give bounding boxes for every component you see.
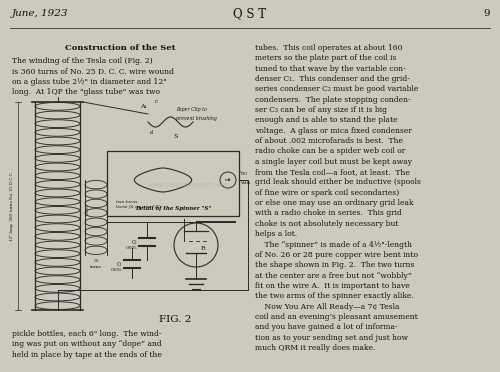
Text: enough and is able to stand the plate: enough and is able to stand the plate xyxy=(255,116,398,124)
Text: denser C₁.  This condenser and the grid-: denser C₁. This condenser and the grid- xyxy=(255,75,410,83)
Text: A₁: A₁ xyxy=(140,104,147,109)
Text: on a glass tube 2½" in diameter and 12": on a glass tube 2½" in diameter and 12" xyxy=(12,78,167,86)
Text: of No. 26 or 28 pure copper wire bent into: of No. 26 or 28 pure copper wire bent in… xyxy=(255,251,418,259)
Text: much QRM it really does make.: much QRM it really does make. xyxy=(255,344,376,352)
Text: tubes.  This coil operates at about 160: tubes. This coil operates at about 160 xyxy=(255,44,402,52)
Text: tion as to your sending set and just how: tion as to your sending set and just how xyxy=(255,334,408,341)
Text: from the Tesla coil—a foot, at least.  The: from the Tesla coil—a foot, at least. Th… xyxy=(255,168,410,176)
Text: meters so the plate part of the coil is: meters so the plate part of the coil is xyxy=(255,54,396,62)
Text: of fine wire or spark coil secondaries): of fine wire or spark coil secondaries) xyxy=(255,189,399,197)
Text: .002: .002 xyxy=(158,161,168,165)
Text: at the center are a free but not “wobbly”: at the center are a free but not “wobbly… xyxy=(255,272,412,279)
Text: is 360 turns of No. 25 D. C. C. wire wound: is 360 turns of No. 25 D. C. C. wire wou… xyxy=(12,67,174,76)
Text: and you have gained a lot of informa-: and you have gained a lot of informa- xyxy=(255,323,398,331)
Text: C₃: C₃ xyxy=(160,166,166,171)
Text: R: R xyxy=(201,246,205,250)
Text: turns: turns xyxy=(90,265,102,269)
Text: condensers.  The plate stopping conden-: condensers. The plate stopping conden- xyxy=(255,96,410,104)
Text: prevent brushing: prevent brushing xyxy=(176,116,217,121)
Text: Q S T: Q S T xyxy=(234,7,266,20)
Text: pickle bottles, each 6" long.  The wind-: pickle bottles, each 6" long. The wind- xyxy=(12,330,162,338)
Text: C₁: C₁ xyxy=(116,262,122,266)
Text: C₂: C₂ xyxy=(132,240,137,244)
Text: choke is not absolutely necessary but: choke is not absolutely necessary but xyxy=(255,220,398,228)
Text: FIG. 2: FIG. 2 xyxy=(159,315,191,324)
Text: fit on the wire A.  It is important to have: fit on the wire A. It is important to ha… xyxy=(255,282,410,290)
Text: tuned to that wave by the variable con-: tuned to that wave by the variable con- xyxy=(255,65,406,73)
Text: ing was put on without any “dope” and: ing was put on without any “dope” and xyxy=(12,340,162,349)
Text: held in place by tape at the ends of the: held in place by tape at the ends of the xyxy=(12,351,162,359)
Text: with a radio choke in series.  This grid: with a radio choke in series. This grid xyxy=(255,209,402,218)
Text: of about .002 microfarads is best.  The: of about .002 microfarads is best. The xyxy=(255,137,403,145)
Text: voltage.  A glass or mica fixed condenser: voltage. A glass or mica fixed condenser xyxy=(255,127,412,135)
Text: el: el xyxy=(150,129,154,135)
Text: radio choke can be a spider web coil or: radio choke can be a spider web coil or xyxy=(255,147,405,155)
Text: .0005: .0005 xyxy=(125,246,137,250)
Text: Paper Clip to: Paper Clip to xyxy=(176,107,207,112)
Text: The winding of the Tesla coil (Fig. 2): The winding of the Tesla coil (Fig. 2) xyxy=(12,57,152,65)
Text: 730: 730 xyxy=(240,172,248,176)
Text: 35: 35 xyxy=(93,259,99,263)
Text: mA: mA xyxy=(225,178,231,182)
Text: grid leak should either be inductive (spools: grid leak should either be inductive (sp… xyxy=(255,179,421,186)
Text: Volts: Volts xyxy=(240,181,250,185)
Text: Now You Are All Ready—a 7¢ Tesla: Now You Are All Ready—a 7¢ Tesla xyxy=(255,302,400,311)
Text: series condenser C₂ must be good variable: series condenser C₂ must be good variabl… xyxy=(255,85,418,93)
Text: The “spinner” is made of a 4½"-length: The “spinner” is made of a 4½"-length xyxy=(255,241,412,248)
Text: the two arms of the spinner exactly alike.: the two arms of the spinner exactly alik… xyxy=(255,292,414,300)
Text: S: S xyxy=(174,134,178,139)
Text: helps a lot.: helps a lot. xyxy=(255,230,297,238)
Text: www.radiomuseum.org: www.radiomuseum.org xyxy=(148,182,228,188)
Text: mils.: mils. xyxy=(233,169,243,173)
Text: long.  At 1QP the "glass tube" was two: long. At 1QP the "glass tube" was two xyxy=(12,89,160,96)
Text: ser C₃ can be of any size if it is big: ser C₃ can be of any size if it is big xyxy=(255,106,387,114)
Text: Detail of the Spinner "S": Detail of the Spinner "S" xyxy=(135,206,211,211)
Text: R.F.C.: R.F.C. xyxy=(194,190,206,194)
Text: a single layer coil but must be kept away: a single layer coil but must be kept awa… xyxy=(255,158,412,166)
Text: .0005: .0005 xyxy=(86,203,90,215)
Text: June, 1923: June, 1923 xyxy=(12,10,68,19)
Text: or else one may use an ordinary grid leak: or else one may use an ordinary grid lea… xyxy=(255,199,414,207)
FancyBboxPatch shape xyxy=(107,151,239,216)
Text: two turns
loose fit on wire "A": two turns loose fit on wire "A" xyxy=(116,200,160,209)
Text: 12" long  360 turns No. 25 D.C.C.: 12" long 360 turns No. 25 D.C.C. xyxy=(10,171,14,241)
Text: .0005: .0005 xyxy=(110,268,122,272)
Text: 80: 80 xyxy=(233,164,238,168)
Text: 9: 9 xyxy=(484,10,490,19)
Text: the shape shown in Fig. 2.  The two turns: the shape shown in Fig. 2. The two turns xyxy=(255,261,414,269)
Text: coil and an evening’s pleasant amusement: coil and an evening’s pleasant amusement xyxy=(255,313,418,321)
Text: c: c xyxy=(154,99,158,104)
Text: Construction of the Set: Construction of the Set xyxy=(64,44,176,52)
